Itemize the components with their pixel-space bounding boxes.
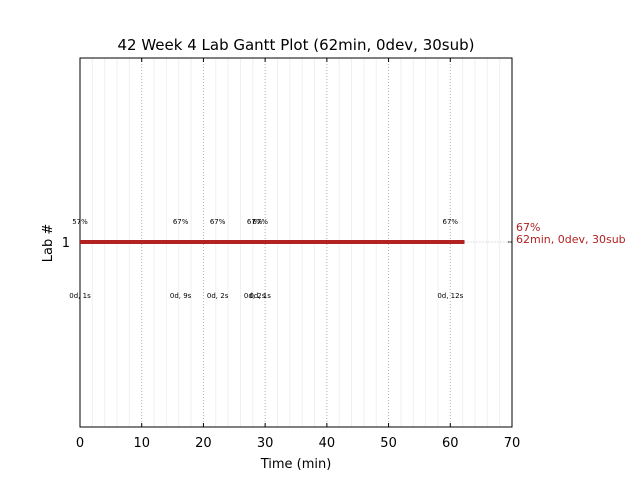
x-tick-label: 70 (504, 436, 521, 451)
x-tick-label: 40 (319, 436, 336, 451)
event-percent-label: 67% (252, 218, 268, 226)
event-percent-label: 57% (72, 218, 88, 226)
end-summary-label: 62min, 0dev, 30sub (516, 233, 626, 246)
event-time-label: 0d, 2s (207, 292, 229, 300)
event-time-label: 0d, 2s (244, 292, 266, 300)
event-labels: 57% 0d, 1s 67% 0d, 9s 67% 0d, 2s 67% 0d, 2s 67% 0… (69, 218, 625, 300)
x-tick-label: 50 (380, 436, 397, 451)
x-tick-label: 30 (257, 436, 274, 451)
y-tick-label: 1 (62, 236, 70, 251)
event-percent-label: 67% (173, 218, 189, 226)
event-time-label: 0d, 12s (437, 292, 463, 300)
event-percent-label: 67% (210, 218, 226, 226)
chart-title: 42 Week 4 Lab Gantt Plot (62min, 0dev, 3… (117, 36, 474, 54)
x-tick-label: 10 (133, 436, 150, 451)
event-percent-label: 67% (443, 218, 459, 226)
y-axis-title: Lab # (41, 224, 56, 263)
end-percent-label: 67% (516, 221, 540, 234)
event-time-label: 0d, 1s (69, 292, 91, 300)
event-time-label: 0d, 1s (249, 292, 271, 300)
x-tick-label: 0 (76, 436, 84, 451)
x-axis: 0 10 20 30 40 50 60 70 1 (62, 58, 521, 451)
x-tick-label: 20 (195, 436, 212, 451)
x-tick-label: 60 (442, 436, 459, 451)
event-time-label: 0d, 9s (170, 292, 192, 300)
x-axis-title: Time (min) (260, 457, 332, 472)
event-percent-label: 67% (247, 218, 263, 226)
